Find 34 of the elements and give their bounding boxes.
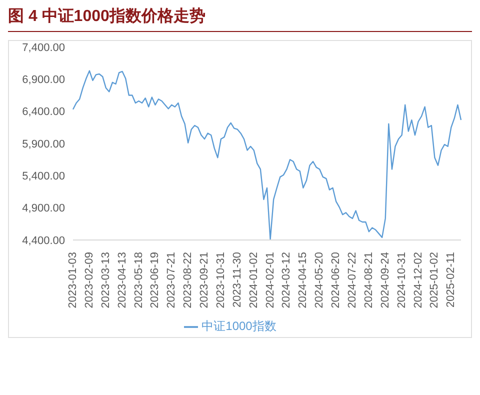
x-tick-label: 2024-06-20 [330, 252, 342, 308]
x-tick-label: 2023-07-21 [166, 252, 178, 308]
x-tick-label: 2025-01-02 [428, 252, 441, 308]
x-tick-label: 2025-02-11 [445, 252, 458, 308]
y-tick-label: 7,400.00 [22, 42, 65, 54]
x-tick-label: 2024-02-01 [264, 252, 276, 308]
x-tick-label: 2023-04-13 [116, 252, 128, 308]
x-tick-label: 2023-10-31 [214, 252, 227, 308]
x-tick-label: 2023-09-21 [198, 252, 211, 308]
x-tick-label: 2024-04-15 [297, 252, 310, 308]
y-tick-label: 5,900.00 [22, 138, 65, 150]
y-tick-label: 6,400.00 [22, 106, 65, 118]
y-tick-label: 6,900.00 [22, 74, 65, 86]
y-tick-label: 5,400.00 [22, 170, 65, 183]
x-tick-label: 2023-03-13 [100, 252, 112, 308]
x-tick-label: 2024-01-02 [248, 252, 260, 308]
x-tick-label: 2024-05-20 [314, 252, 326, 308]
x-tick-label: 2024-10-31 [396, 252, 408, 308]
x-tick-label: 2024-12-02 [412, 252, 424, 308]
x-tick-label: 2024-08-21 [362, 252, 375, 308]
x-tick-label: 2024-03-12 [280, 252, 293, 308]
x-tick-label: 2023-05-18 [132, 252, 145, 308]
y-tick-label: 4,900.00 [22, 202, 65, 215]
x-tick-label: 2023-11-30 [231, 252, 244, 308]
x-tick-label: 2024-09-24 [379, 252, 392, 308]
x-tick-label: 2023-08-22 [182, 252, 194, 308]
legend-label: 中证1000指数 [202, 319, 276, 333]
y-tick-label: 4,400.00 [22, 234, 65, 247]
x-tick-label: 2024-07-22 [346, 252, 358, 308]
chart-title: 图 4 中证1000指数价格走势 [8, 6, 472, 32]
line-series [72, 70, 462, 240]
x-tick-label: 2023-01-03 [67, 252, 79, 308]
x-tick-label: 2023-02-09 [83, 252, 96, 308]
x-tick-label: 2023-06-19 [149, 252, 162, 308]
